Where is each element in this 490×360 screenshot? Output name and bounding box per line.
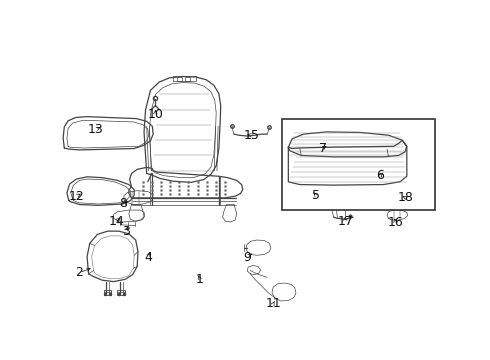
Bar [104,290,111,295]
Text: 2: 2 [75,266,83,279]
Text: 5: 5 [312,189,319,202]
Bar [281,118,435,210]
Text: 11: 11 [265,297,281,310]
Text: 7: 7 [318,142,326,155]
Text: 6: 6 [376,169,384,182]
Text: 14: 14 [108,215,124,228]
Text: 1: 1 [196,273,204,286]
Text: 13: 13 [88,123,103,136]
Text: 12: 12 [69,190,84,203]
Text: 9: 9 [244,251,251,264]
Text: 16: 16 [388,216,403,229]
Text: 18: 18 [398,192,414,204]
Text: 3: 3 [122,225,130,238]
Text: 10: 10 [147,108,163,121]
Text: 8: 8 [119,198,127,211]
Text: 17: 17 [338,215,353,228]
Bar [118,290,125,295]
Text: 15: 15 [243,129,259,142]
Bar [185,77,190,81]
Bar [177,77,182,81]
Text: 4: 4 [144,251,152,264]
